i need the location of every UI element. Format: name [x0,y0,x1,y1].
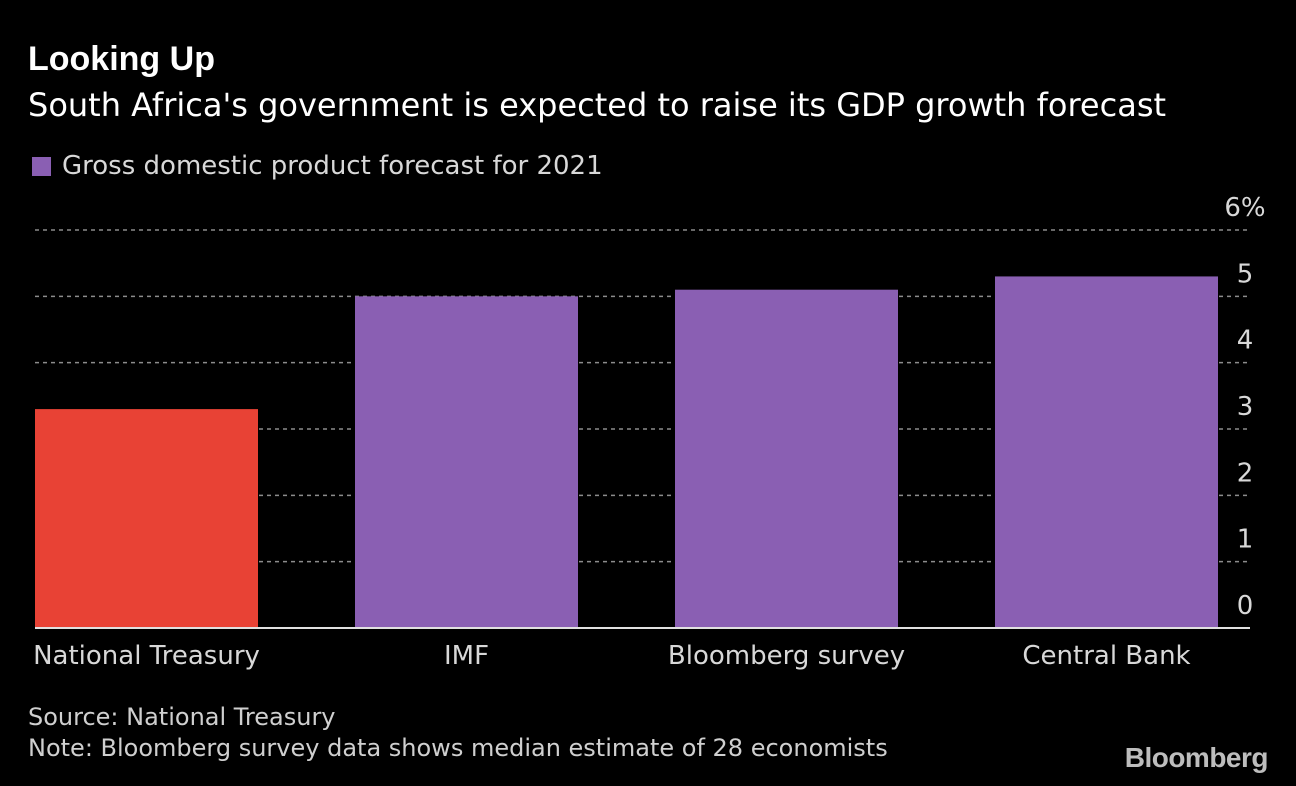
bloomberg-logo: Bloomberg [1124,742,1269,773]
x-tick-label: Bloomberg survey [668,641,905,671]
bar [355,296,578,628]
note-text: Note: Bloomberg survey data shows median… [28,734,888,762]
y-tick-label: 4 [1237,326,1254,356]
x-tick-label: Central Bank [1022,641,1190,671]
legend-swatch [32,156,51,176]
chart-notes: Source: National Treasury Note: Bloomber… [28,702,888,764]
legend-label: Gross domestic product forecast for 2021 [62,151,603,181]
bar-chart: 0 1 2 3 4 5 6% National Treasury IMF Bloomberg su… [33,193,1266,671]
chart-subtitle: South Africa's government is expected to… [28,86,1167,124]
legend: Gross domestic product forecast for 2021 [32,151,603,181]
y-tick-label: 6% [1224,193,1265,223]
x-tick-label: IMF [444,641,489,671]
y-tick-label: 0 [1237,591,1254,621]
bar [675,289,898,628]
x-tick-label: National Treasury [33,641,260,671]
chart-title: Looking Up [28,40,215,78]
y-tick-label: 3 [1237,392,1254,422]
y-tick-label: 1 [1237,525,1254,555]
y-tick-label: 2 [1237,458,1254,488]
source-text: Source: National Treasury [28,703,336,731]
bar [995,276,1218,628]
y-tick-label: 5 [1237,259,1254,289]
bar [35,409,258,628]
